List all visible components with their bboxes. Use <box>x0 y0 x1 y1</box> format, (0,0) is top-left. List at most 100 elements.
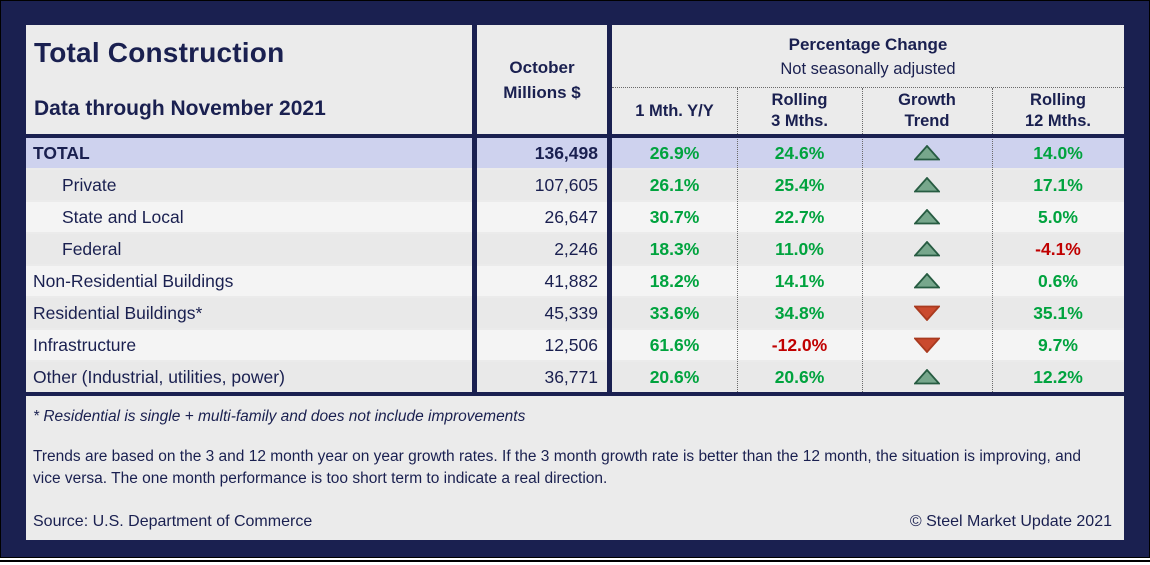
table-header: Total Construction Data through November… <box>26 25 1124 134</box>
row-label: TOTAL <box>33 142 90 163</box>
column-header-line: 3 Mths. <box>771 112 828 130</box>
column-header-line: Rolling <box>771 91 828 109</box>
growth-trend-cell <box>862 240 992 257</box>
table-panel: Total Construction Data through November… <box>26 25 1124 540</box>
pct-1mth: 33.6% <box>649 302 700 323</box>
pct-1mth: 30.7% <box>649 206 700 227</box>
source-note: Source: U.S. Department of Commerce <box>33 513 313 530</box>
down-triangle-icon <box>912 337 942 354</box>
table-row-federal: Federal 2,246 18.3% 11.0% -4.1% <box>26 234 1124 264</box>
table-row-non-residential: Non-Residential Buildings 41,882 18.2% 1… <box>26 266 1124 296</box>
dotted-column-divider <box>992 88 993 392</box>
column-divider <box>607 25 612 396</box>
pct-1mth: 18.3% <box>649 238 700 259</box>
pct-rolling3: 11.0% <box>775 238 824 259</box>
percentage-change-title: Percentage Change <box>788 34 948 54</box>
column-header-line: 12 Mths. <box>1024 112 1092 130</box>
page-subtitle: Data through November 2021 <box>34 97 326 120</box>
up-triangle-icon <box>912 144 942 161</box>
header-divider <box>26 134 1124 138</box>
row-label: Residential Buildings* <box>33 302 203 323</box>
copyright-note: © Steel Market Update 2021 <box>909 513 1112 530</box>
percentage-change-subtitle: Not seasonally adjusted <box>780 59 956 78</box>
dotted-column-divider <box>862 88 863 392</box>
pct-1mth: 26.1% <box>649 174 700 195</box>
row-label: Other (Industrial, utilities, power) <box>33 366 285 387</box>
pct-rolling12: 14.0% <box>1033 142 1083 163</box>
table-row-total: TOTAL 136,498 26.9% 24.6% 14.0% <box>26 138 1124 168</box>
growth-trend-cell <box>862 305 992 322</box>
column-header-rolling12: Rolling 12 Mths. <box>992 88 1124 134</box>
row-label: Non-Residential Buildings <box>33 270 234 291</box>
pct-rolling12: 12.2% <box>1033 366 1083 387</box>
up-triangle-icon <box>912 208 942 225</box>
up-triangle-icon <box>912 272 942 289</box>
table-row-infrastructure: Infrastructure 12,506 61.6% -12.0% 9.7% <box>26 330 1124 360</box>
value-column-header-line2: Millions $ <box>503 82 581 102</box>
residential-footnote: * Residential is single + multi-family a… <box>33 408 526 425</box>
row-value: 45,339 <box>544 302 598 323</box>
value-column-header-line1: October <box>509 57 575 77</box>
pct-rolling3: -12.0% <box>771 334 828 355</box>
table-row-residential: Residential Buildings* 45,339 33.6% 34.8… <box>26 298 1124 328</box>
column-header-line: Growth <box>898 91 956 109</box>
pct-rolling12: 0.6% <box>1038 270 1078 291</box>
row-label: Infrastructure <box>33 334 137 355</box>
pct-rolling3: 22.7% <box>774 206 825 227</box>
growth-trend-cell <box>862 272 992 289</box>
column-header-line: Rolling <box>1030 91 1086 109</box>
row-value: 12,506 <box>544 334 598 355</box>
table-row-state-local: State and Local 26,647 30.7% 22.7% 5.0% <box>26 202 1124 232</box>
row-value: 41,882 <box>544 270 598 291</box>
pct-1mth: 18.2% <box>649 270 700 291</box>
row-label: Federal <box>62 238 122 259</box>
trends-explanation: Trends are based on the 3 and 12 month y… <box>33 448 1082 487</box>
column-divider <box>472 25 477 396</box>
growth-trend-cell <box>862 337 992 354</box>
title-cell: Total Construction Data through November… <box>26 25 472 134</box>
pct-1mth: 61.6% <box>649 334 700 355</box>
table-bottom-border <box>26 392 1124 396</box>
pct-rolling3: 34.8% <box>774 302 825 323</box>
growth-trend-cell <box>862 176 992 193</box>
bottom-rule <box>0 560 1150 562</box>
row-value: 26,647 <box>544 206 598 227</box>
growth-trend-cell <box>862 208 992 225</box>
percentage-change-header: Percentage Change Not seasonally adjuste… <box>612 25 1124 88</box>
pct-rolling3: 20.6% <box>774 366 825 387</box>
pct-rolling3: 25.4% <box>774 174 825 195</box>
column-header-line: Trend <box>904 112 950 130</box>
row-value: 136,498 <box>534 142 598 163</box>
pct-rolling3: 14.1% <box>774 270 825 291</box>
page-title: Total Construction <box>34 37 285 68</box>
up-triangle-icon <box>912 240 942 257</box>
growth-trend-cell <box>862 368 992 385</box>
pct-1mth: 26.9% <box>649 142 700 163</box>
pct-rolling12: 9.7% <box>1038 334 1078 355</box>
percentage-subcolumns: 1 Mth. Y/Y Rolling 3 Mths. Growth Trend … <box>612 88 1124 134</box>
row-label: State and Local <box>62 206 184 227</box>
column-header-growth-trend: Growth Trend <box>862 88 992 134</box>
pct-rolling3: 24.6% <box>774 142 825 163</box>
row-value: 2,246 <box>554 238 598 259</box>
dotted-column-divider <box>737 88 738 392</box>
table-row-private: Private 107,605 26.1% 25.4% 17.1% <box>26 170 1124 200</box>
value-column-header: October Millions $ <box>477 25 607 134</box>
pct-rolling12: 35.1% <box>1033 302 1083 323</box>
column-header-line: 1 Mth. Y/Y <box>635 101 714 120</box>
header-dotted-divider <box>612 87 1124 88</box>
column-header-rolling3: Rolling 3 Mths. <box>737 88 862 134</box>
pct-rolling12: 5.0% <box>1038 206 1078 227</box>
row-value: 36,771 <box>544 366 598 387</box>
pct-rolling12: -4.1% <box>1035 238 1081 259</box>
growth-trend-cell <box>862 144 992 161</box>
up-triangle-icon <box>912 176 942 193</box>
pct-rolling12: 17.1% <box>1033 174 1083 195</box>
table-body: TOTAL 136,498 26.9% 24.6% 14.0% Private … <box>26 138 1124 392</box>
column-header-1mth: 1 Mth. Y/Y <box>612 88 737 134</box>
down-triangle-icon <box>912 305 942 322</box>
table-row-other: Other (Industrial, utilities, power) 36,… <box>26 362 1124 392</box>
pct-1mth: 20.6% <box>649 366 700 387</box>
up-triangle-icon <box>912 368 942 385</box>
